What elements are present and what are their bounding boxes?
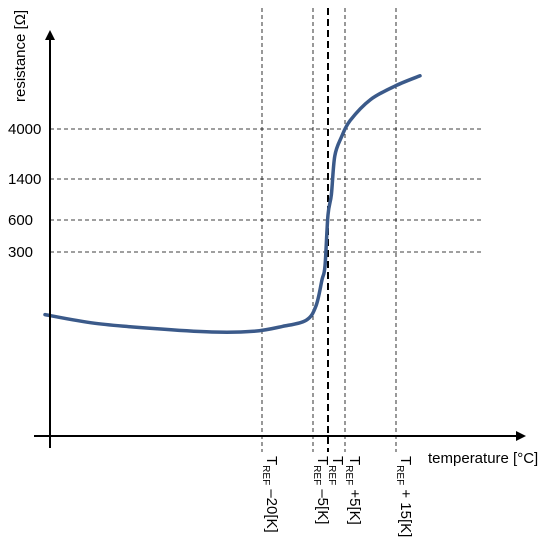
y-tick-label: 600	[8, 212, 33, 229]
y-tick-label: 4000	[8, 121, 41, 138]
x-axis-label: temperature [°C]	[428, 450, 538, 467]
resistance-curve	[43, 74, 422, 334]
x-tick-label: TREF –20[K]	[260, 456, 280, 533]
x-tick-label: TREF	[326, 456, 346, 485]
y-axis-label: resistance [Ω]	[12, 10, 29, 102]
x-tick-label: TREF + 15[K]	[394, 456, 414, 537]
x-tick-label: TREF –5[K]	[311, 456, 331, 524]
x-tick-label: TREF +5[K]	[343, 456, 363, 525]
y-tick-label: 300	[8, 244, 33, 261]
y-tick-label: 1400	[8, 171, 41, 188]
